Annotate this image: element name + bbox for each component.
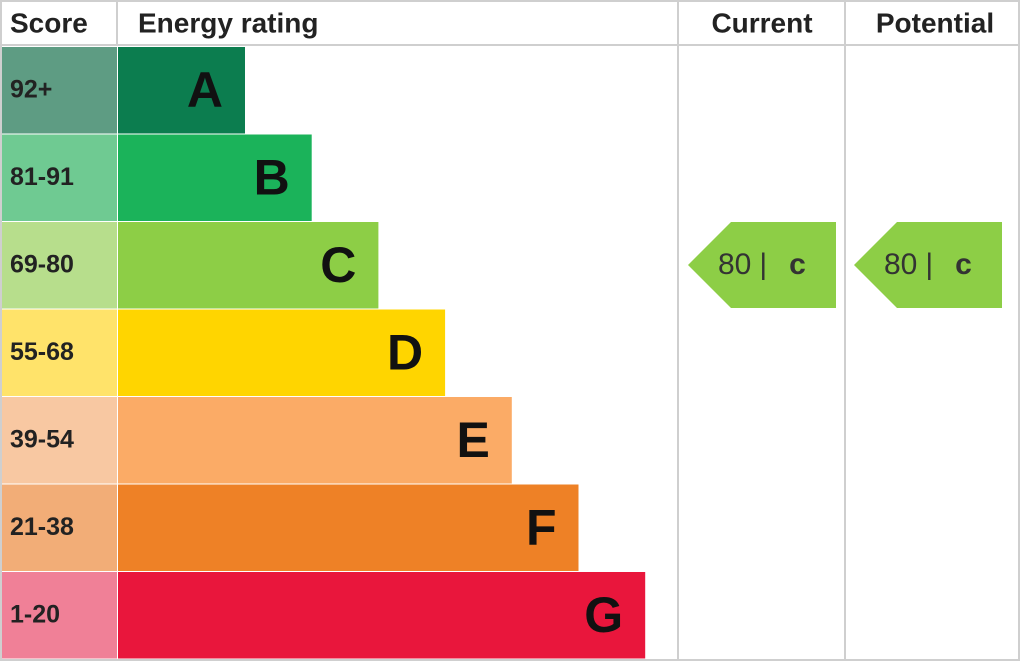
current-label: 80 | c xyxy=(718,248,806,281)
rating-letter: B xyxy=(254,149,290,205)
score-label: 81-91 xyxy=(10,163,74,191)
rating-bar xyxy=(118,309,446,396)
score-cell xyxy=(2,397,117,484)
score-cell xyxy=(2,572,117,659)
rating-letter: A xyxy=(187,62,223,118)
score-label: 21-38 xyxy=(10,513,74,541)
potential-letter: c xyxy=(955,248,972,281)
rating-bar xyxy=(118,134,312,221)
potential-arrow xyxy=(854,222,1002,308)
score-label: 92+ xyxy=(10,75,52,103)
current-letter: c xyxy=(789,248,806,281)
rating-letter: E xyxy=(456,412,489,468)
score-label: 39-54 xyxy=(10,425,74,453)
header-potential: Potential xyxy=(876,7,994,38)
header-rating: Energy rating xyxy=(138,7,318,38)
score-cell xyxy=(2,309,117,396)
rating-letter: G xyxy=(584,587,623,643)
score-cell xyxy=(2,47,117,134)
header-current: Current xyxy=(711,7,812,38)
rating-bar xyxy=(118,572,646,659)
score-label: 1-20 xyxy=(10,600,60,628)
score-cell xyxy=(2,484,117,571)
potential-value: 80 xyxy=(884,248,917,281)
rating-bar xyxy=(118,222,379,309)
score-cell xyxy=(2,222,117,309)
score-cell xyxy=(2,134,117,221)
rating-bar xyxy=(118,397,512,484)
potential-separator: | xyxy=(925,248,933,281)
header-score: Score xyxy=(10,7,88,38)
rating-bar xyxy=(118,484,579,571)
score-label: 55-68 xyxy=(10,338,74,366)
rating-bar xyxy=(118,47,245,134)
current-separator: | xyxy=(759,248,767,281)
current-arrow xyxy=(688,222,836,308)
rating-letter: D xyxy=(387,324,423,380)
current-value: 80 xyxy=(718,248,751,281)
rating-letter: C xyxy=(320,237,356,293)
rating-letter: F xyxy=(526,499,557,555)
score-label: 69-80 xyxy=(10,250,74,278)
potential-label: 80 | c xyxy=(884,248,972,281)
